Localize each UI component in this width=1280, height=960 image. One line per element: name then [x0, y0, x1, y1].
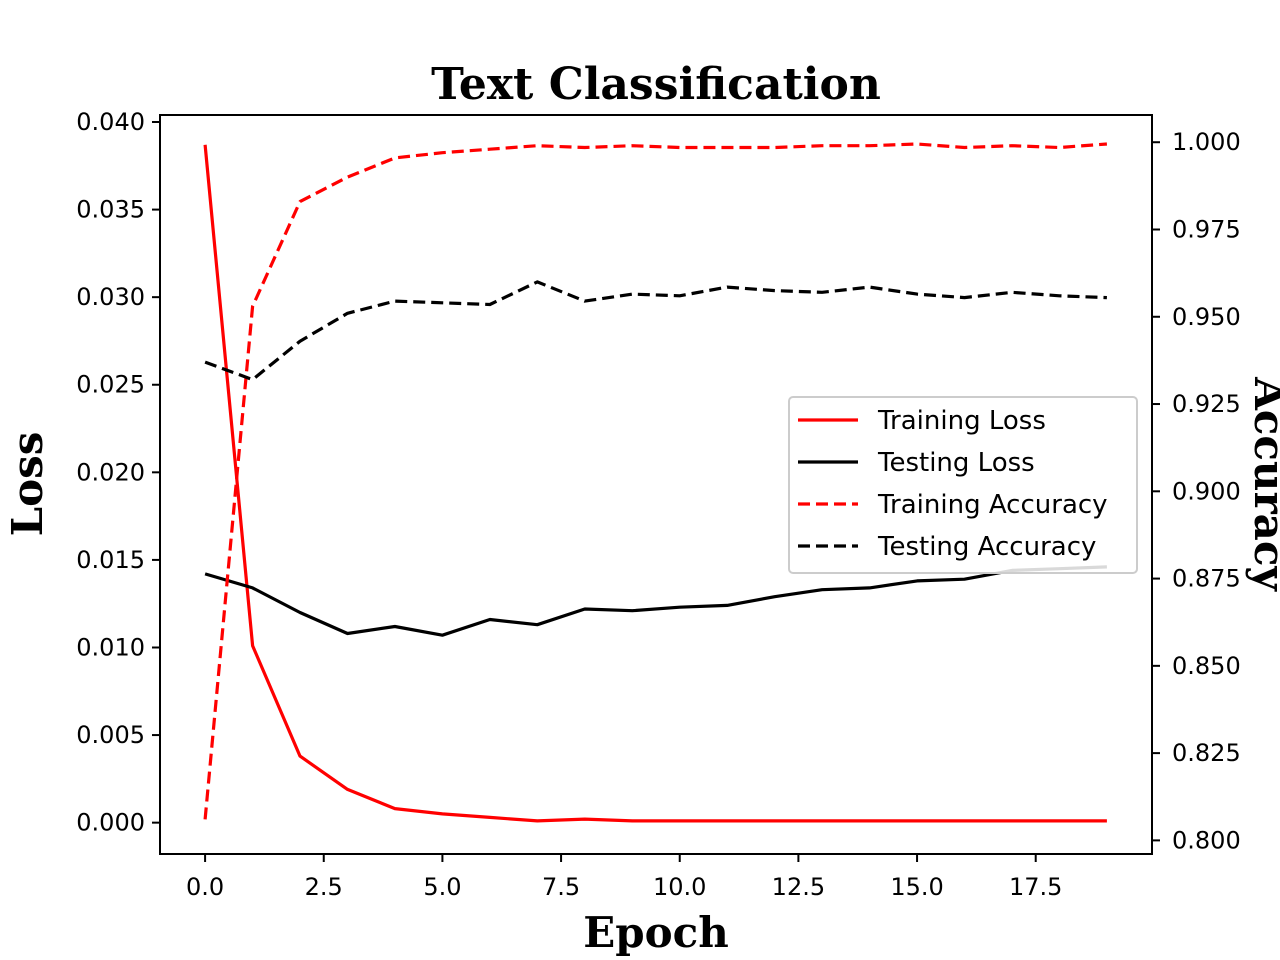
x-tick-label: 12.5 [772, 873, 825, 901]
y-right-tick-label: 0.900 [1172, 477, 1241, 505]
chart-title: Text Classification [431, 59, 881, 110]
y-right-tick-label: 0.850 [1172, 652, 1241, 680]
series-line-3 [204, 280, 1107, 382]
plot-frame [159, 114, 1153, 855]
y-left-tick-label: 0.005 [76, 721, 145, 749]
series-line-2 [203, 142, 1108, 820]
y-right-tick-label: 0.800 [1172, 826, 1241, 854]
x-tick-label: 10.0 [653, 873, 706, 901]
y-left-tick-label: 0.030 [76, 283, 145, 311]
y-right-tick-label: 0.925 [1172, 390, 1241, 418]
y-right-axis-label: Accuracy [1245, 376, 1280, 592]
y-right-tick-label: 0.875 [1172, 565, 1241, 593]
y-right-tick-label: 1.000 [1172, 128, 1241, 156]
legend-label-0: Training Loss [877, 406, 1046, 436]
legend: Training Loss Testing Loss Training Accura… [788, 396, 1138, 574]
series-line-0 [203, 144, 1107, 823]
legend-label-1: Testing Loss [877, 448, 1035, 478]
y-left-tick-label: 0.015 [76, 546, 145, 574]
y-right-axis-ticks: 0.800 0.825 0.850 0.875 0.900 0.925 0.950 0.975… [1152, 128, 1241, 854]
y-left-tick-label: 0.010 [76, 633, 145, 661]
x-axis-ticks: 0.0 2.5 5.0 7.5 10.0 12.5 15.0 17.5 [186, 854, 1062, 901]
x-axis-label: Epoch [583, 908, 729, 957]
legend-label-2: Training Accuracy [877, 490, 1108, 520]
legend-label-3: Testing Accuracy [877, 532, 1096, 562]
y-left-tick-label: 0.020 [76, 458, 145, 486]
x-tick-label: 7.5 [542, 873, 580, 901]
series-line-1 [204, 565, 1107, 637]
y-left-tick-label: 0.040 [76, 108, 145, 136]
y-right-tick-label: 0.950 [1172, 303, 1241, 331]
y-left-tick-label: 0.025 [76, 371, 145, 399]
x-tick-label: 17.5 [1009, 873, 1062, 901]
x-tick-label: 15.0 [890, 873, 943, 901]
y-left-axis-ticks: 0.000 0.005 0.010 0.015 0.020 0.025 0.030 0.035… [76, 108, 160, 837]
y-right-tick-label: 0.975 [1172, 215, 1241, 243]
y-right-tick-label: 0.825 [1172, 739, 1241, 767]
x-tick-label: 0.0 [186, 873, 224, 901]
y-left-axis-label: Loss [3, 432, 52, 537]
x-tick-label: 5.0 [423, 873, 461, 901]
series-lines [203, 142, 1108, 823]
x-tick-label: 2.5 [305, 873, 343, 901]
y-left-tick-label: 0.000 [76, 809, 145, 837]
y-left-tick-label: 0.035 [76, 196, 145, 224]
legend-box [788, 396, 1138, 574]
